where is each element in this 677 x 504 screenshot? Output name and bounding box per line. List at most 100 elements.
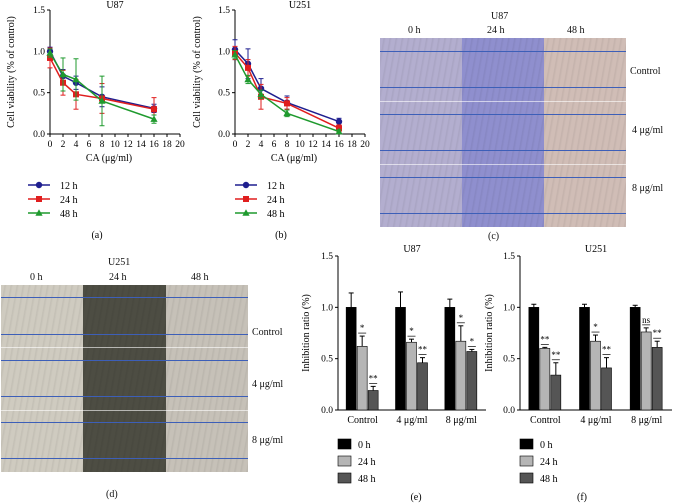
- row-label-4ug: 4 μg/ml: [632, 125, 664, 136]
- x-axis-label: CA (μg/ml): [86, 153, 132, 164]
- data-point: [72, 75, 80, 83]
- significance-label: **: [418, 345, 428, 355]
- x-tick-label: 6: [272, 140, 277, 150]
- bar: [367, 390, 379, 411]
- y-axis-label: Cell viability (% of control): [6, 16, 17, 128]
- legend-swatch: [337, 438, 352, 450]
- micrograph-title: U87: [491, 11, 509, 22]
- scratch-edge-line: [380, 213, 626, 215]
- category-label: 8 μg/ml: [631, 415, 662, 426]
- bar-chart-u251-inhibition: U251 0.0 0.5 1.0 1.5 Inhibition ratio (%) Cont…: [484, 244, 672, 503]
- row-label-4ug: 4 μg/ml: [252, 379, 284, 390]
- scratch-edge-line: [380, 176, 626, 178]
- bar: [629, 307, 641, 411]
- chart-title: U251: [289, 0, 311, 11]
- legend-label: 0 h: [358, 440, 371, 451]
- micrograph-column-0h: [1, 285, 84, 472]
- series-48h: [231, 50, 343, 135]
- scratch-assay-image-u87: [380, 38, 626, 227]
- significance-label: **: [551, 350, 561, 360]
- time-label-48h: 48 h: [567, 25, 585, 36]
- panel-caption: (c): [488, 231, 500, 242]
- significance-label: *: [409, 326, 414, 336]
- scratch-edge-line: [1, 395, 248, 397]
- x-tick-label: 14: [321, 140, 331, 150]
- bar-chart-u87-inhibition: U87 0.0 0.5 1.0 1.5 Inhibition ratio (%) Contr…: [301, 244, 486, 503]
- row-divider: [380, 101, 462, 102]
- time-label-0h: 0 h: [408, 25, 421, 36]
- data-point: [150, 115, 158, 122]
- bar: [395, 307, 406, 411]
- x-tick-label: 2: [246, 140, 251, 150]
- category-label: 4 μg/ml: [580, 415, 611, 426]
- bar: [444, 307, 456, 411]
- bar: [528, 307, 540, 411]
- x-tick-label: 0: [48, 140, 53, 150]
- micrograph-panel-u251: U251 0 h 24 h 48 h Control 4 μg/ml 8 μg/…: [0, 255, 300, 504]
- y-tick-label: 1.5: [218, 6, 230, 16]
- legend-marker: [242, 181, 250, 189]
- scratch-edge-line: [1, 422, 248, 424]
- y-axis-label: Inhibition ratio (%): [301, 294, 312, 372]
- x-tick-label: 18: [162, 140, 172, 150]
- x-tick-label: 4: [74, 140, 79, 150]
- row-divider: [462, 164, 544, 165]
- bar: [406, 341, 417, 411]
- significance-label: *: [470, 336, 475, 346]
- panel-caption: (a): [91, 230, 102, 240]
- row-divider: [462, 101, 544, 102]
- time-label-0h: 0 h: [30, 272, 43, 283]
- data-point: [46, 49, 54, 56]
- data-point: [231, 50, 239, 58]
- significance-label: *: [593, 322, 598, 332]
- legend-label: 24 h: [358, 457, 376, 468]
- y-tick-label: 0.5: [33, 89, 45, 99]
- legend-marker: [35, 181, 43, 189]
- x-tick-label: 2: [61, 140, 66, 150]
- chart-title: U87: [106, 0, 123, 11]
- data-point: [151, 106, 157, 113]
- x-tick-label: 18: [347, 140, 357, 150]
- data-point: [98, 97, 106, 104]
- legend-label: 48 h: [540, 474, 558, 485]
- legend-swatch: [337, 455, 352, 467]
- scratch-edge-line: [1, 333, 248, 335]
- legend-marker: [36, 196, 42, 202]
- row-divider: [544, 101, 626, 102]
- legend-swatch: [519, 455, 534, 467]
- data-point: [283, 109, 291, 117]
- row-divider: [1, 409, 84, 411]
- category-label: 8 μg/ml: [446, 415, 477, 426]
- bar: [601, 367, 612, 411]
- bar: [466, 351, 478, 411]
- y-tick-label: 1.0: [33, 47, 45, 57]
- x-tick-label: 10: [110, 140, 120, 150]
- micrograph-panel-u87: U87 0 h 24 h 48 h Control 4 μg/ml 8 μg/m…: [376, 8, 676, 248]
- legend-label: 0 h: [540, 440, 553, 451]
- x-axis-label: CA (μg/ml): [271, 153, 317, 164]
- legend-swatch: [519, 472, 534, 484]
- line-chart-u251-viability: U251 0 2 4 6 8 10 12 14 16 18 20 0.0 0.5 1.0 1.5 CA (μg/…: [192, 0, 370, 240]
- x-tick-label: 16: [149, 140, 159, 150]
- data-point: [245, 64, 251, 71]
- y-tick-label: 0.5: [218, 89, 230, 99]
- significance-label: **: [369, 373, 379, 383]
- micrograph-column-24h: [462, 38, 544, 227]
- micrograph-column-24h: [83, 285, 166, 472]
- y-tick-label: 1.0: [503, 303, 515, 313]
- scratch-edge-line: [1, 297, 248, 299]
- line-chart-u87-viability: U87 0 2 4 6 8 10 12 14 16 18 20 0.0 0.5 1.0 1.5 CA (μg/m…: [6, 0, 185, 240]
- y-tick-label: 0.0: [218, 130, 230, 140]
- significance-label: ns: [642, 315, 651, 325]
- y-tick-label: 0.0: [321, 406, 333, 416]
- time-label-48h: 48 h: [191, 272, 209, 283]
- time-label-24h: 24 h: [109, 272, 127, 283]
- bar: [455, 340, 467, 411]
- legend-label: 24 h: [267, 195, 285, 206]
- data-point: [284, 100, 290, 107]
- row-divider: [165, 347, 248, 349]
- micrograph-column-48h: [544, 38, 626, 227]
- bar: [539, 348, 551, 411]
- legend-label: 24 h: [60, 195, 78, 206]
- x-tick-label: 14: [136, 140, 146, 150]
